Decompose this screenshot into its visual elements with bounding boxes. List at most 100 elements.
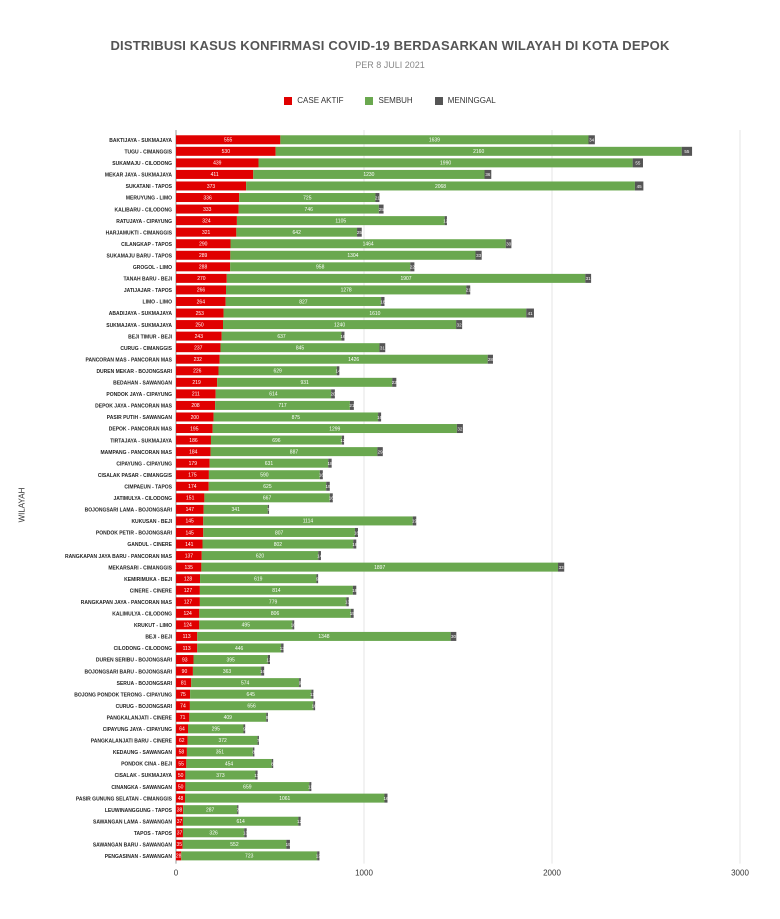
legend-swatch-active xyxy=(284,96,293,105)
category-label: LEUWINANGGUNG - TAPOS xyxy=(105,808,173,814)
category-label: DEPOK JAYA - PANCORAN MAS xyxy=(95,404,173,410)
bar-active xyxy=(176,747,187,757)
bar-deaths xyxy=(331,389,335,399)
data-label-recovered: 287 xyxy=(206,807,215,813)
data-label-recovered: 802 xyxy=(274,542,283,548)
bar-active xyxy=(176,366,219,376)
data-label-deaths: 10 xyxy=(291,623,297,628)
bar-recovered xyxy=(186,758,272,768)
bar-deaths xyxy=(505,239,512,249)
bar-recovered xyxy=(183,805,238,815)
bar-deaths xyxy=(299,678,301,688)
data-label-recovered: 614 xyxy=(237,819,246,825)
data-label-recovered: 696 xyxy=(272,438,281,444)
data-label-recovered: 1897 xyxy=(374,565,385,571)
bar-recovered xyxy=(208,470,320,480)
bar-deaths xyxy=(350,608,354,618)
data-label-deaths: 12 xyxy=(443,218,449,223)
data-label-deaths: 21 xyxy=(349,403,355,408)
category-label: SUKAMAJU - CILODONG xyxy=(112,161,172,167)
data-label-deaths: 22 xyxy=(392,380,398,385)
data-label-recovered: 806 xyxy=(271,611,280,617)
bar-active xyxy=(176,158,259,168)
bar-active xyxy=(176,678,192,688)
data-label-recovered: 454 xyxy=(225,761,234,767)
bar-recovered xyxy=(210,435,342,445)
bar-deaths xyxy=(444,216,447,226)
bar-recovered xyxy=(246,181,635,191)
bar-active xyxy=(176,712,190,722)
bar-deaths xyxy=(381,296,385,306)
bar-recovered xyxy=(208,481,327,491)
bar-recovered xyxy=(225,296,382,306)
data-label-recovered: 931 xyxy=(301,380,310,386)
data-label-active: 64 xyxy=(179,727,185,733)
bar-deaths xyxy=(526,308,534,318)
data-label-recovered: 1610 xyxy=(369,311,380,317)
bar-active xyxy=(176,227,237,237)
data-label-deaths: 20 xyxy=(330,392,336,397)
data-label-active: 147 xyxy=(186,507,195,513)
data-label-recovered: 1299 xyxy=(329,426,340,432)
bar-active xyxy=(176,516,204,526)
bar-recovered xyxy=(185,782,310,792)
bar-recovered xyxy=(280,135,589,145)
category-label: PANGKALANJATI - CINERE xyxy=(107,715,173,721)
bar-deaths xyxy=(354,527,358,537)
category-label: ABADIJAYA - SUKMAJAYA xyxy=(109,311,173,317)
bar-deaths xyxy=(585,273,592,283)
category-label: BEDAHAN - SAWANGAN xyxy=(113,381,172,387)
data-label-recovered: 1304 xyxy=(347,253,358,259)
legend-swatch-recovered xyxy=(365,96,374,105)
data-label-deaths: 18 xyxy=(352,588,358,593)
bar-deaths xyxy=(487,354,493,364)
category-label: DUREN MEKAR - BOJONGSARI xyxy=(96,369,172,375)
legend-label-active: CASE AKTIF xyxy=(297,96,344,105)
data-label-recovered: 295 xyxy=(212,727,221,733)
bar-active xyxy=(176,782,186,792)
bar-deaths xyxy=(255,770,258,780)
bar-deaths xyxy=(326,481,330,491)
data-label-deaths: 31 xyxy=(380,345,386,350)
data-label-recovered: 2160 xyxy=(473,149,484,155)
bar-deaths xyxy=(292,620,295,630)
bar-recovered xyxy=(212,424,457,434)
bar-recovered xyxy=(193,655,268,665)
data-label-active: 232 xyxy=(194,357,203,363)
legend-item-active: CASE AKTIF xyxy=(284,96,343,105)
bar-recovered xyxy=(236,227,358,237)
bar-deaths xyxy=(466,285,471,295)
bar-recovered xyxy=(209,458,329,468)
data-label-recovered: 341 xyxy=(232,507,241,513)
bar-recovered xyxy=(226,273,586,283)
bar-deaths xyxy=(298,816,301,826)
bar-deaths xyxy=(317,851,320,861)
bar-deaths xyxy=(378,412,382,422)
data-label-active: 200 xyxy=(191,415,200,421)
category-label: BOJONGSARI LAMA - BOJONGSARI xyxy=(85,508,173,514)
data-label-active: 175 xyxy=(188,473,197,479)
data-label-active: 62 xyxy=(179,738,185,744)
data-label-active: 135 xyxy=(185,565,194,571)
bar-deaths xyxy=(313,701,316,711)
data-label-recovered: 1105 xyxy=(335,218,346,224)
bar-active xyxy=(176,574,201,584)
bar-recovered xyxy=(197,631,451,641)
data-label-active: 211 xyxy=(192,392,200,398)
bar-active xyxy=(176,435,211,445)
category-label: SUKATANI - TAPOS xyxy=(126,184,173,190)
data-label-active: 237 xyxy=(194,345,203,351)
category-label: TANAH BARU - BEJI xyxy=(123,277,172,283)
bar-recovered xyxy=(189,712,267,722)
bar-active xyxy=(176,631,198,641)
data-label-recovered: 372 xyxy=(218,738,227,744)
data-label-recovered: 629 xyxy=(273,369,282,375)
bar-recovered xyxy=(191,678,300,688)
data-label-deaths: 9 xyxy=(316,576,319,581)
data-label-recovered: 574 xyxy=(241,680,250,686)
bar-recovered xyxy=(230,250,476,260)
data-label-recovered: 619 xyxy=(254,576,263,582)
bar-active xyxy=(176,424,213,434)
data-label-active: 50 xyxy=(178,784,184,790)
data-label-deaths: 32 xyxy=(457,322,463,327)
